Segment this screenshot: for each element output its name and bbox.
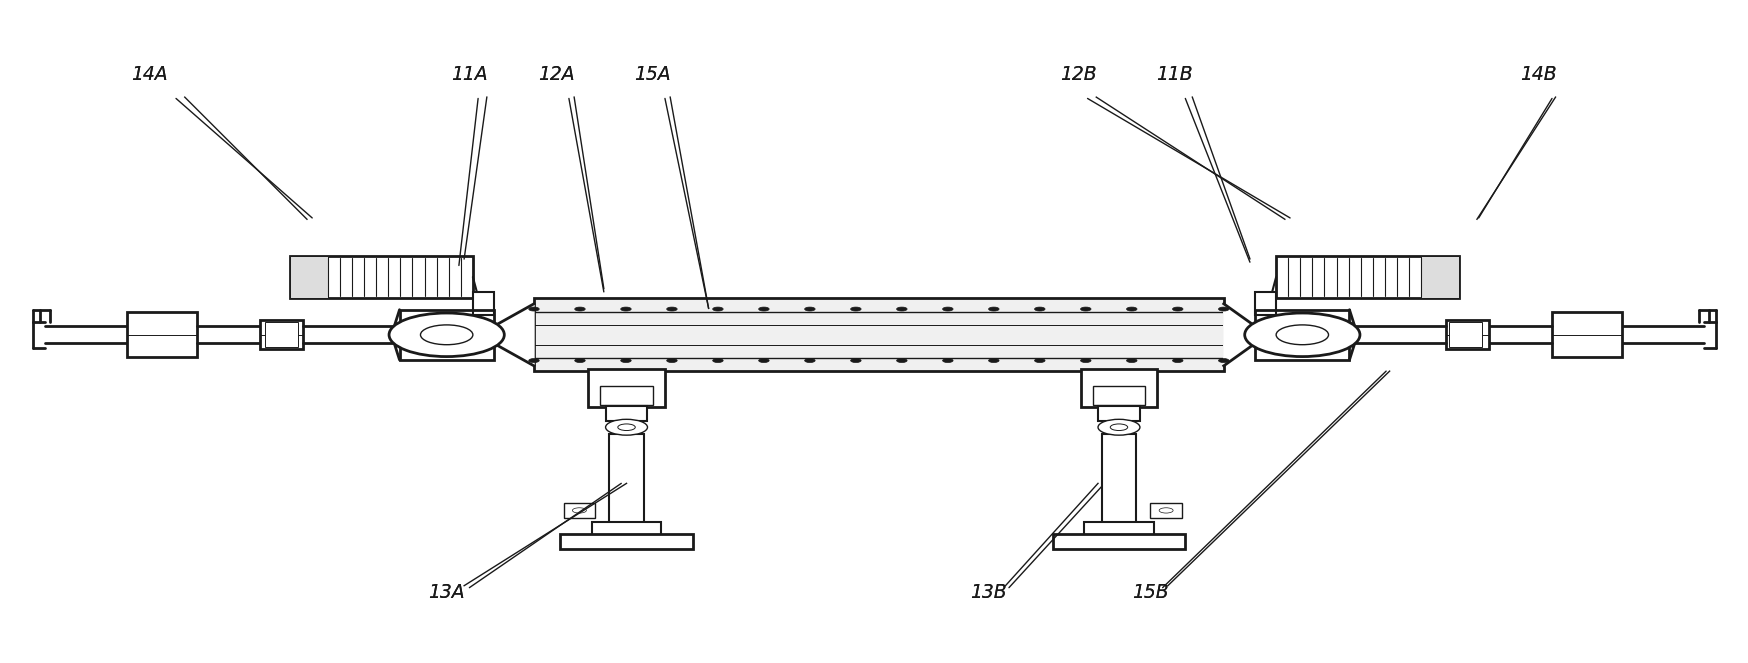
Text: 14A: 14A — [131, 65, 168, 84]
Text: 13B: 13B — [968, 583, 1005, 602]
Circle shape — [420, 325, 472, 345]
Circle shape — [711, 307, 722, 311]
Bar — [1084, 522, 1154, 535]
Circle shape — [1035, 307, 1045, 311]
Circle shape — [1126, 359, 1136, 363]
Circle shape — [575, 307, 586, 311]
Bar — [1421, 255, 1458, 298]
Circle shape — [1110, 424, 1127, 430]
Circle shape — [759, 307, 769, 311]
Bar — [290, 255, 472, 298]
Circle shape — [605, 419, 647, 435]
Circle shape — [1171, 307, 1182, 311]
Text: 14B: 14B — [1519, 65, 1556, 84]
Bar — [1550, 312, 1620, 357]
Bar — [563, 503, 594, 518]
Bar — [1080, 369, 1157, 408]
Circle shape — [617, 424, 635, 430]
Circle shape — [850, 307, 860, 311]
Text: 12B: 12B — [1059, 65, 1096, 84]
Circle shape — [572, 508, 586, 513]
Bar — [1255, 310, 1349, 360]
Circle shape — [759, 359, 769, 363]
Text: 13A: 13A — [428, 583, 465, 602]
Polygon shape — [493, 304, 533, 366]
Bar — [1444, 320, 1488, 349]
Circle shape — [988, 359, 998, 363]
Bar — [1052, 534, 1185, 550]
Bar — [399, 310, 493, 360]
Text: 15A: 15A — [635, 65, 671, 84]
Circle shape — [804, 359, 815, 363]
Bar — [559, 534, 692, 550]
Bar — [1098, 406, 1140, 420]
Circle shape — [942, 307, 953, 311]
Circle shape — [1218, 307, 1229, 311]
Circle shape — [850, 359, 860, 363]
Bar — [600, 386, 652, 406]
Circle shape — [897, 359, 907, 363]
Bar — [1092, 386, 1145, 406]
Circle shape — [897, 307, 907, 311]
Bar — [1255, 292, 1276, 315]
Text: 14A: 14A — [131, 65, 168, 84]
Circle shape — [804, 307, 815, 311]
Text: 15B: 15B — [1131, 583, 1168, 602]
Circle shape — [1126, 307, 1136, 311]
Circle shape — [1218, 359, 1229, 363]
Text: 11A: 11A — [451, 65, 488, 84]
Circle shape — [988, 307, 998, 311]
Circle shape — [666, 307, 676, 311]
Text: 12B: 12B — [1059, 65, 1096, 84]
Circle shape — [1098, 419, 1140, 435]
Text: 15A: 15A — [635, 65, 671, 84]
Bar — [533, 298, 1224, 371]
Bar — [1101, 434, 1136, 523]
Bar — [472, 292, 493, 315]
Text: 12A: 12A — [538, 65, 575, 84]
Circle shape — [621, 359, 631, 363]
Circle shape — [1080, 307, 1091, 311]
Bar — [605, 406, 647, 420]
Text: 13B: 13B — [968, 583, 1005, 602]
Text: 15B: 15B — [1131, 583, 1168, 602]
Text: 12A: 12A — [538, 65, 575, 84]
Text: 14B: 14B — [1519, 65, 1556, 84]
Circle shape — [388, 313, 503, 357]
Bar — [1447, 322, 1481, 347]
Circle shape — [1080, 359, 1091, 363]
Text: 13A: 13A — [428, 583, 465, 602]
Circle shape — [666, 359, 676, 363]
Polygon shape — [1224, 304, 1255, 366]
Circle shape — [1245, 313, 1360, 357]
Bar — [587, 369, 664, 408]
Circle shape — [942, 359, 953, 363]
Circle shape — [575, 359, 586, 363]
Bar — [266, 322, 299, 347]
Bar — [128, 312, 198, 357]
Circle shape — [528, 359, 538, 363]
Circle shape — [528, 307, 538, 311]
Circle shape — [1035, 359, 1045, 363]
Circle shape — [1159, 508, 1173, 513]
Bar — [1276, 255, 1458, 298]
Bar — [591, 522, 661, 535]
Circle shape — [1276, 325, 1328, 345]
Bar — [1150, 503, 1182, 518]
Text: 11B: 11B — [1155, 65, 1192, 84]
Bar — [608, 434, 643, 523]
Text: 11A: 11A — [451, 65, 488, 84]
Text: 11B: 11B — [1155, 65, 1192, 84]
Circle shape — [621, 307, 631, 311]
Circle shape — [1171, 359, 1182, 363]
Circle shape — [711, 359, 722, 363]
Bar — [260, 320, 304, 349]
Bar — [290, 255, 327, 298]
